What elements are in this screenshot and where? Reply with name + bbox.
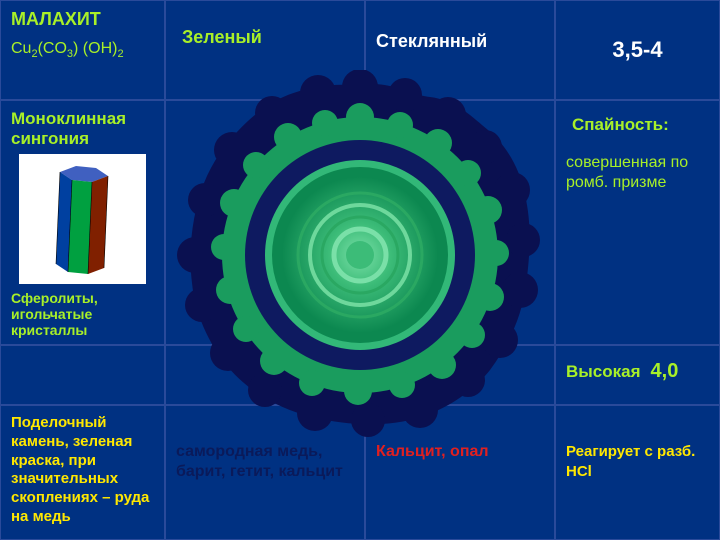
density-label: Высокая <box>566 362 641 382</box>
system-label: Моноклинная сингония <box>11 109 154 148</box>
cell-name-formula: МАЛАХИТ Cu2(CO3) (OH)2 <box>0 0 165 100</box>
cell-density: Высокая 4,0 <box>555 345 720 405</box>
color-value: Зеленый <box>182 27 354 48</box>
assoc2-text: Кальцит, опал <box>376 442 544 463</box>
cell-usage: Поделочный камень, зеленая краска, при з… <box>0 405 165 540</box>
lustre-value: Стеклянный <box>376 31 544 52</box>
reaction-text: Реагирует с разб. HCl <box>566 442 709 481</box>
cleavage-label: Спайность: <box>572 115 709 135</box>
hardness-value: 3,5-4 <box>612 37 662 63</box>
malachite-photo <box>170 70 550 440</box>
cell-r3-1 <box>0 345 165 405</box>
cell-reaction: Реагирует с разб. HCl <box>555 405 720 540</box>
cell-crystal-system: Моноклинная сингония Сферолиты, игольчат… <box>0 100 165 345</box>
crystal-system-diagram <box>19 154 146 284</box>
cleavage-value: совершенная по ромб. призме <box>566 153 709 193</box>
cell-hardness: 3,5-4 <box>555 0 720 100</box>
usage-text: Поделочный камень, зеленая краска, при з… <box>11 414 154 527</box>
density-value: 4,0 <box>651 360 679 383</box>
habit-label: Сферолиты, игольчатые кристаллы <box>11 290 154 338</box>
cell-cleavage: Спайность: совершенная по ромб. призме <box>555 100 720 345</box>
mineral-name: МАЛАХИТ <box>11 9 154 30</box>
assoc1-text: самородная медь, барит, гетит, кальцит <box>176 442 354 482</box>
mineral-formula: Cu2(CO3) (OH)2 <box>11 40 154 60</box>
